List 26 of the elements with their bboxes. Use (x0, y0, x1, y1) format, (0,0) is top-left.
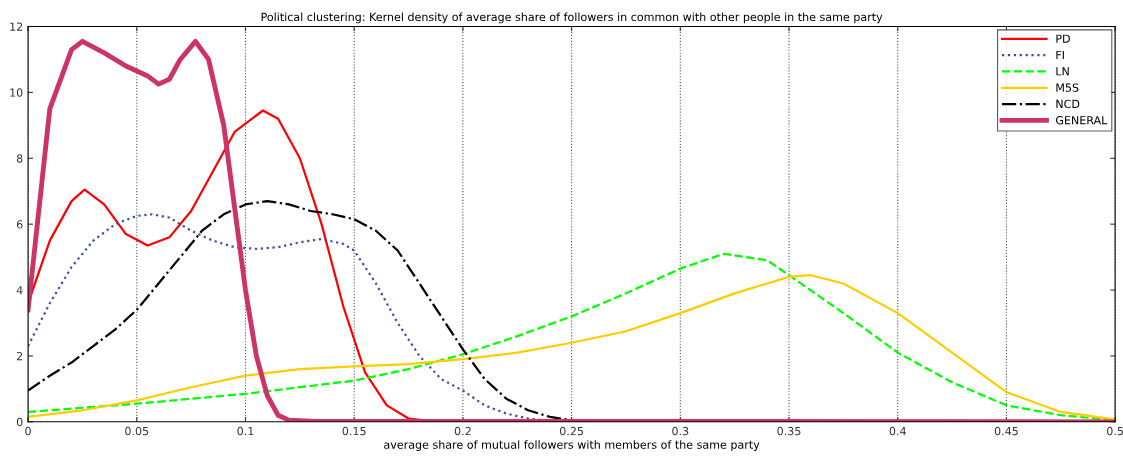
x-tick-label: 0.2 (454, 426, 471, 436)
y-tick-label: 6 (16, 220, 23, 229)
x-tick-label: 0.15 (342, 426, 366, 436)
legend-label: FI (1056, 50, 1064, 60)
x-tick-label: 0.4 (889, 426, 906, 436)
legend-label: NCD (1056, 99, 1080, 109)
legend-label: M5S (1056, 83, 1079, 92)
y-tick-label: 8 (16, 154, 23, 163)
x-tick-label: 0.05 (125, 426, 149, 436)
legend-label: PD (1056, 34, 1070, 43)
x-axis-title: average share of mutual followers with members of the same party (384, 440, 760, 451)
x-tick-label: 0.45 (994, 426, 1018, 436)
y-tick-label: 0 (16, 417, 23, 427)
x-tick-label: 0.25 (559, 426, 584, 436)
y-tick-label: 2 (16, 351, 23, 361)
legend-label: LN (1056, 67, 1069, 76)
x-tick-label: 0.3 (672, 426, 689, 436)
legend-label: GENERAL (1055, 116, 1108, 125)
y-tick-label: 4 (16, 286, 23, 295)
chart-title: Political clustering: Kernel density of average share of followers in common with other people in the same party (261, 12, 883, 24)
x-tick-label: 0.35 (777, 426, 801, 436)
y-tick-label: 10 (10, 88, 23, 97)
x-tick-label: 0 (25, 426, 31, 436)
x-tick-label: 0.1 (237, 426, 254, 436)
x-tick-label: 0.5 (1107, 426, 1123, 436)
y-tick-label: 12 (10, 22, 23, 31)
